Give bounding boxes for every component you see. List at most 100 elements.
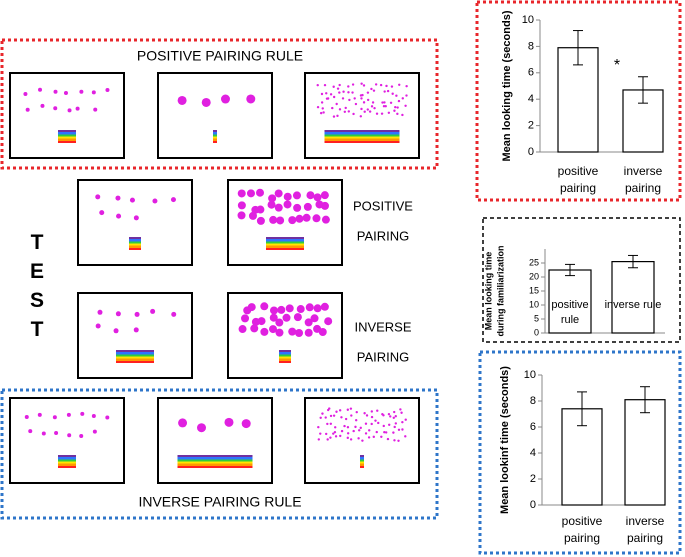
dot: [237, 189, 246, 198]
x-tick-label: positive rule: [551, 299, 588, 326]
dot: [401, 420, 404, 424]
test-label: PAIRING: [357, 349, 410, 364]
dot: [349, 438, 353, 441]
y-axis-label: during familiarization: [495, 245, 505, 336]
number-bar: [213, 130, 217, 143]
dot: [224, 417, 234, 427]
dot: [336, 87, 340, 90]
dot: [379, 83, 383, 87]
dot: [393, 410, 396, 414]
y-tick-label: 4: [528, 93, 534, 105]
dot: [382, 104, 386, 108]
dot: [53, 89, 58, 94]
dot: [370, 87, 373, 91]
dot: [275, 318, 284, 327]
inverse-box: [0, 388, 439, 520]
dot: [95, 194, 101, 200]
dot: [304, 318, 313, 327]
dot: [404, 435, 407, 438]
dot: [282, 313, 291, 322]
dot: [54, 431, 59, 436]
dot: [320, 101, 324, 104]
dot: [201, 97, 211, 107]
dot: [302, 213, 311, 222]
dot: [360, 97, 363, 100]
dot: [374, 419, 377, 422]
x-tick-label: positive pairing: [558, 164, 599, 195]
number-bar: [58, 455, 76, 468]
dot: [383, 431, 386, 434]
dot: [364, 422, 368, 425]
y-axis-label: Mean looking time (seconds): [501, 10, 513, 161]
dot: [91, 413, 96, 418]
dot: [326, 97, 330, 100]
dot: [320, 191, 329, 200]
dot: [99, 210, 105, 216]
dot: [63, 91, 68, 96]
stimulus-panel: [304, 72, 420, 159]
dot: [220, 94, 230, 104]
dot: [116, 213, 122, 219]
dot: [372, 435, 375, 439]
dot: [360, 107, 363, 111]
dot: [387, 412, 391, 416]
significance: *: [614, 57, 620, 74]
stimulus-panel: [157, 72, 273, 159]
dot: [237, 201, 246, 210]
dot: [113, 328, 119, 334]
dot: [354, 419, 358, 422]
dot: [370, 415, 374, 419]
dot: [354, 102, 358, 106]
stimulus-panel: [77, 179, 193, 266]
dot: [177, 95, 187, 105]
dot: [66, 412, 71, 417]
dot: [296, 305, 305, 314]
dot: [319, 432, 322, 435]
dot: [395, 94, 398, 97]
dot: [79, 433, 84, 438]
dot: [321, 412, 324, 415]
dot: [250, 324, 259, 333]
dot: [366, 108, 369, 111]
dot: [317, 438, 321, 441]
dot: [320, 201, 329, 210]
dot: [275, 328, 284, 337]
dot: [319, 111, 323, 115]
dot: [394, 422, 398, 425]
dot: [394, 415, 397, 418]
dot: [28, 429, 33, 434]
dot: [97, 309, 103, 315]
dot: [293, 203, 302, 212]
dot: [171, 311, 177, 317]
dot: [321, 215, 330, 224]
x-tick-label: positive pairing: [562, 514, 603, 545]
dot: [197, 423, 207, 433]
dot: [405, 84, 408, 88]
dot: [256, 216, 265, 225]
dot: [340, 416, 343, 419]
dot: [346, 426, 350, 429]
dot: [340, 429, 344, 433]
dot: [336, 114, 339, 118]
dot: [393, 439, 396, 442]
dot: [306, 191, 315, 200]
dot: [392, 431, 395, 434]
dot: [353, 97, 356, 100]
dot: [382, 424, 385, 428]
dot: [304, 328, 313, 337]
chart-box: [482, 217, 681, 343]
dot: [320, 92, 324, 96]
dot: [365, 414, 369, 417]
dot: [354, 425, 357, 429]
y-tick-label: 5: [534, 313, 539, 323]
dot: [93, 107, 98, 112]
y-tick-label: 2: [530, 473, 536, 485]
dot: [256, 205, 265, 214]
dot: [391, 92, 394, 95]
number-bar: [324, 130, 400, 143]
test-label: PAIRING: [357, 228, 410, 243]
dot: [397, 428, 401, 431]
dot: [343, 110, 347, 113]
dot: [318, 328, 327, 337]
dot: [260, 302, 269, 311]
